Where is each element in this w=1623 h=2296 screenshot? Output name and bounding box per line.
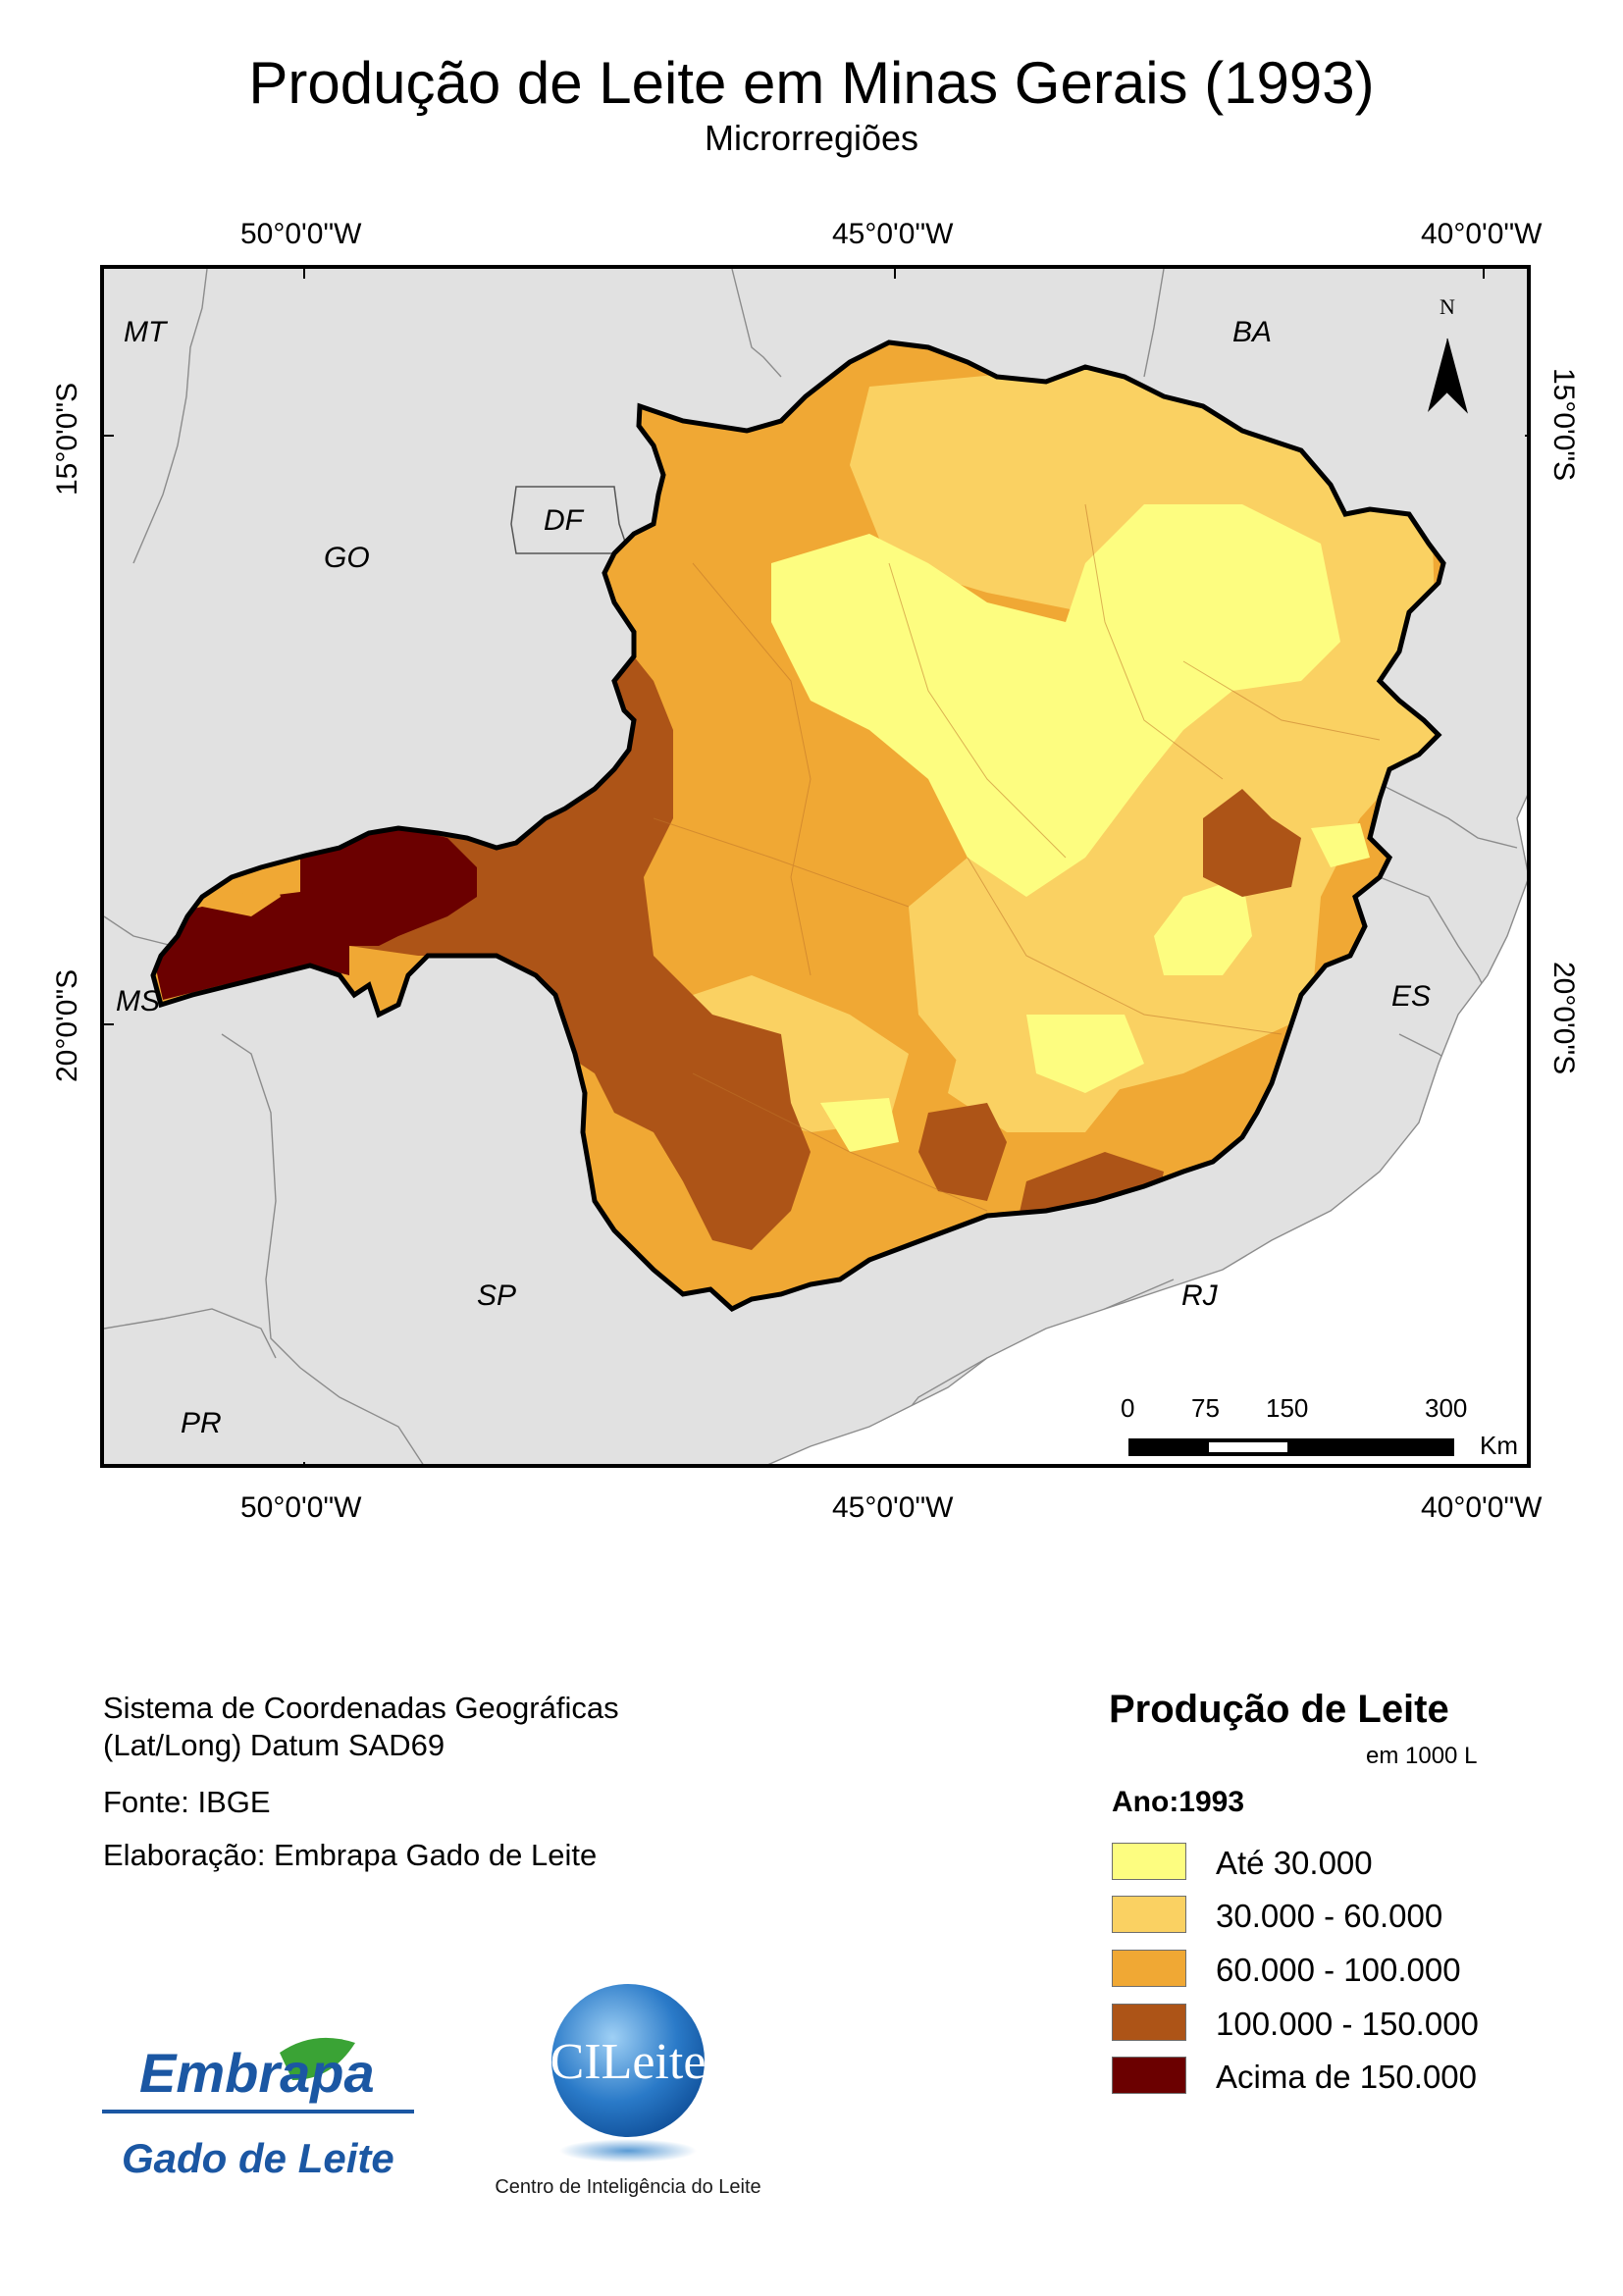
left-latitude-label-20s: 20°0'0"S <box>51 968 83 1082</box>
legend-label-4: 100.000 - 150.000 <box>1216 2006 1479 2042</box>
svg-text:Centro de Inteligência do Leit: Centro de Inteligência do Leite <box>495 2176 760 2198</box>
state-label-pr: PR <box>181 1407 222 1439</box>
region-acima-150k <box>153 828 477 1000</box>
legend-label-1: Até 30.000 <box>1216 1845 1373 1881</box>
legend-swatch-3 <box>1112 1950 1186 1987</box>
state-label-mt: MT <box>124 316 167 348</box>
region-ate-30k-se <box>1311 823 1370 867</box>
legend-label-5: Acima de 150.000 <box>1216 2059 1478 2095</box>
cileite-logo-graphic: CILeite Centro de Inteligência do Leite <box>495 1984 761 2198</box>
legend-swatch-5 <box>1112 2057 1186 2094</box>
right-latitude-label-15s: 15°0'0"S <box>1547 368 1580 482</box>
scale-tick-75: 75 <box>1191 1393 1220 1423</box>
state-label-ba: BA <box>1232 316 1273 348</box>
cileite-logo: CILeite Centro de Inteligência do Leite <box>491 1972 765 2208</box>
legend-swatch-2 <box>1112 1896 1186 1933</box>
bottom-longitude-label-50w: 50°0'0"W <box>240 1491 362 1524</box>
left-latitude-label-15s: 15°0'0"S <box>51 382 83 496</box>
ocean <box>767 795 1527 1464</box>
scale-bar: 0 75 150 300 Km <box>1109 1393 1521 1462</box>
north-arrow: N <box>1413 294 1482 432</box>
legend-title: Produção de Leite <box>1109 1688 1449 1731</box>
scale-unit: Km <box>1480 1431 1518 1460</box>
top-longitude-label-45w: 45°0'0"W <box>832 218 954 250</box>
source-text: Fonte: IBGE <box>103 1785 271 1819</box>
scale-bar-graphic <box>1128 1438 1454 1456</box>
embrapa-logo: Embrapa Gado de Leite <box>98 2011 432 2188</box>
legend-swatch-1 <box>1112 1843 1186 1880</box>
scale-tick-0: 0 <box>1121 1393 1135 1423</box>
crs-line-2: (Lat/Long) Datum SAD69 <box>103 1728 445 1762</box>
region-100k-150k-east <box>1203 789 1301 897</box>
state-label-go: GO <box>324 542 370 574</box>
legend-label-2: 30.000 - 60.000 <box>1216 1898 1443 1934</box>
north-letter: N <box>1440 294 1455 319</box>
legend-year: Ano:1993 <box>1112 1786 1245 1818</box>
bottom-longitude-label-45w: 45°0'0"W <box>832 1491 954 1524</box>
map-canvas <box>104 269 1527 1464</box>
state-label-df: DF <box>544 504 583 537</box>
bottom-longitude-label-40w: 40°0'0"W <box>1421 1491 1543 1524</box>
svg-text:Gado de Leite: Gado de Leite <box>122 2135 394 2181</box>
state-label-ms: MS <box>116 985 160 1018</box>
scale-tick-300: 300 <box>1425 1393 1468 1423</box>
map-title: Produção de Leite em Minas Gerais (1993) <box>248 50 1375 116</box>
region-100k-150k-south <box>918 1103 1007 1201</box>
svg-text:CILeite: CILeite <box>550 2034 707 2090</box>
map-frame: MT BA GO DF MS ES SP RJ PR <box>100 265 1531 1468</box>
author-text: Elaboração: Embrapa Gado de Leite <box>103 1838 598 1872</box>
scale-tick-150: 150 <box>1266 1393 1309 1423</box>
legend: Produção de Leite em 1000 L Ano:1993 Até… <box>1109 1688 1541 2100</box>
region-ate-30k-center <box>1026 1015 1144 1093</box>
region-ate-30k-north <box>771 504 1340 897</box>
crs-line-1: Sistema de Coordenadas Geográficas <box>103 1691 619 1725</box>
legend-swatch-4 <box>1112 2004 1186 2041</box>
legend-unit: em 1000 L <box>1366 1743 1478 1769</box>
map-subtitle: Microrregiões <box>704 118 919 158</box>
state-label-es: ES <box>1391 980 1432 1013</box>
north-arrow-icon <box>1428 338 1468 414</box>
top-longitude-label-40w: 40°0'0"W <box>1421 218 1543 250</box>
state-label-rj: RJ <box>1181 1279 1218 1312</box>
top-longitude-label-50w: 50°0'0"W <box>240 218 362 250</box>
embrapa-logo-graphic: Embrapa Gado de Leite <box>102 2037 414 2181</box>
svg-text:Embrapa: Embrapa <box>139 2042 375 2104</box>
region-ate-30k-east <box>1154 877 1252 975</box>
state-label-sp: SP <box>477 1279 517 1312</box>
legend-label-3: 60.000 - 100.000 <box>1216 1952 1461 1988</box>
right-latitude-label-20s: 20°0'0"S <box>1547 962 1580 1075</box>
region-ate-30k-south <box>820 1098 899 1152</box>
region-60k-100k-triangle <box>210 858 300 897</box>
